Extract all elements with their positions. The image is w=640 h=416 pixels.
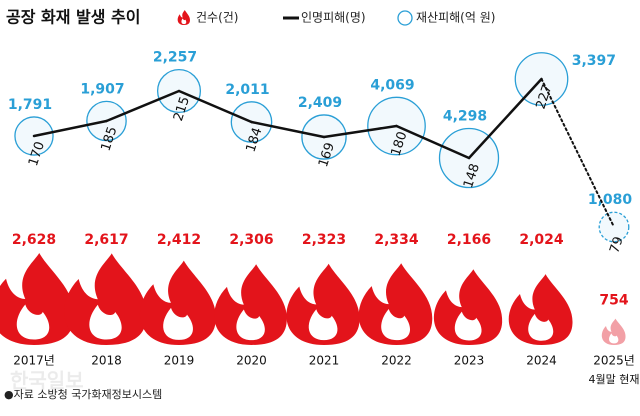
value-label: 79 — [607, 235, 626, 255]
value-label: 215 — [171, 95, 193, 123]
value-label: 2,306 — [229, 232, 273, 248]
flame-group — [358, 263, 433, 345]
legend-label: 건수(건) — [196, 11, 238, 25]
value-label: 180 — [389, 130, 411, 158]
source: ●자료 소방청 국가화재정보시스템 — [4, 388, 162, 401]
value-label: 184 — [244, 126, 266, 154]
value-label: 754 — [599, 293, 628, 309]
value-label: 1,080 — [588, 192, 633, 208]
x-tick-label: 2024 — [526, 354, 557, 368]
x-tick-label: 2022 — [381, 354, 412, 368]
legend-icon — [397, 10, 413, 26]
value-label: 2,334 — [374, 232, 419, 248]
value-label: 1,907 — [80, 81, 124, 97]
legend-label: 인명피해(명) — [301, 11, 366, 25]
flame — [139, 260, 216, 345]
flame-group — [286, 263, 360, 345]
line-segment — [250, 120, 326, 139]
value-label: 2,628 — [12, 232, 56, 248]
flame — [0, 253, 75, 345]
watermark: 한국일보 — [10, 369, 84, 393]
legend-label: 재산피해(억 원) — [416, 11, 495, 25]
flame — [433, 269, 503, 345]
flame-group — [139, 260, 216, 345]
legend-icon — [177, 10, 190, 25]
x-tick-label: 2018 — [91, 354, 122, 368]
flame — [214, 264, 287, 345]
flame-group — [0, 253, 75, 345]
flame-group — [508, 274, 573, 345]
value-label: 169 — [316, 141, 338, 169]
x-tick-label: 2023 — [454, 354, 485, 368]
line-segment — [32, 119, 108, 138]
flame-group — [64, 253, 147, 345]
flame — [358, 263, 433, 345]
bubble — [598, 211, 630, 243]
flame — [64, 253, 147, 345]
line-segment — [467, 77, 543, 160]
line-segment — [395, 124, 471, 160]
value-label: 2,166 — [447, 232, 491, 248]
category-note: 4월말 현재 — [589, 373, 640, 386]
flame-group — [433, 269, 503, 345]
value-label: 1,791 — [8, 97, 52, 113]
chart-title: 공장 화재 발생 추이 — [6, 8, 140, 27]
line-segment — [105, 89, 181, 123]
line-segment — [540, 78, 615, 228]
x-tick-label: 2017년 — [13, 354, 55, 368]
value-label: 4,069 — [370, 77, 414, 93]
value-label: 185 — [99, 125, 121, 153]
line-segment — [322, 124, 398, 139]
value-label: 170 — [26, 140, 48, 168]
value-label: 4,298 — [443, 108, 487, 124]
value-label: 2,617 — [84, 232, 128, 248]
flame-group — [214, 264, 287, 345]
value-label: 2,412 — [157, 232, 201, 248]
flame-group — [601, 318, 626, 345]
x-tick-label: 2020 — [236, 354, 267, 368]
value-label: 2,323 — [302, 232, 346, 248]
value-label: 2,024 — [519, 232, 564, 248]
value-label: 2,257 — [153, 50, 197, 66]
flame — [601, 318, 626, 345]
x-tick-label: 2025년 — [593, 354, 635, 368]
x-tick-label: 2019 — [164, 354, 195, 368]
value-label: 148 — [461, 162, 483, 190]
flame — [286, 263, 360, 345]
flame — [508, 274, 573, 345]
value-label: 2,011 — [225, 82, 269, 98]
x-tick-label: 2021 — [309, 354, 340, 368]
value-label: 3,397 — [572, 53, 616, 69]
value-label: 227 — [534, 83, 556, 111]
value-label: 2,409 — [298, 95, 342, 111]
line-segment — [177, 89, 253, 124]
